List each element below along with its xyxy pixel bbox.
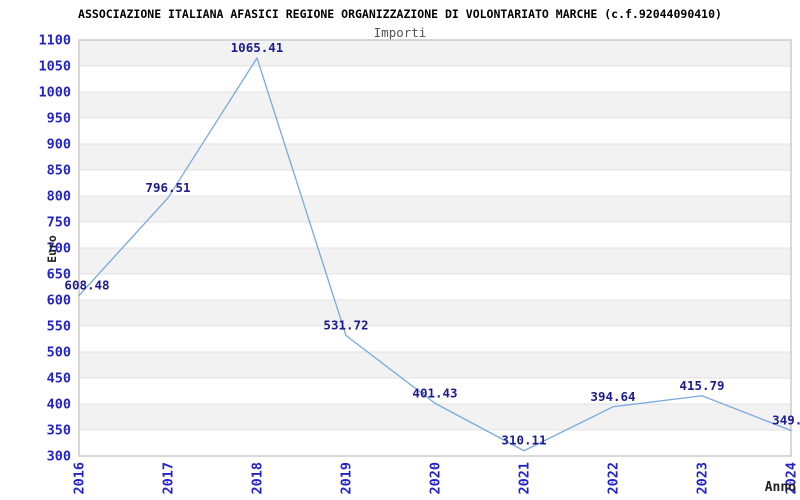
data-point-label: 531.72 bbox=[323, 318, 368, 333]
grid-band bbox=[79, 352, 791, 378]
data-point-label: 415.79 bbox=[679, 378, 724, 393]
grid-band bbox=[79, 66, 791, 92]
grid-band bbox=[79, 430, 791, 456]
grid-band bbox=[79, 300, 791, 326]
x-tick-label: 2021 bbox=[517, 462, 533, 495]
grid-band bbox=[79, 248, 791, 274]
y-tick-label: 300 bbox=[47, 449, 71, 465]
grid-band bbox=[79, 170, 791, 196]
y-tick-label: 650 bbox=[47, 267, 71, 283]
data-point-label: 349.0 bbox=[772, 413, 800, 428]
x-tick-label: 2020 bbox=[428, 462, 444, 495]
data-point-label: 796.51 bbox=[145, 180, 190, 195]
y-tick-label: 600 bbox=[47, 293, 71, 309]
y-tick-label: 450 bbox=[47, 371, 71, 387]
y-tick-label: 400 bbox=[47, 397, 71, 413]
grid-band bbox=[79, 144, 791, 170]
y-tick-label: 500 bbox=[47, 345, 71, 361]
y-tick-label: 950 bbox=[47, 111, 71, 127]
y-tick-label: 1000 bbox=[38, 85, 71, 101]
grid-band bbox=[79, 404, 791, 430]
grid-band bbox=[79, 222, 791, 248]
y-axis-title: Euro bbox=[45, 235, 59, 263]
data-point-label: 401.43 bbox=[412, 385, 457, 400]
y-tick-label: 800 bbox=[47, 189, 71, 205]
x-tick-label: 2018 bbox=[250, 462, 266, 495]
data-line bbox=[78, 57, 792, 452]
y-tick-label: 1050 bbox=[38, 59, 71, 75]
y-tick-label: 850 bbox=[47, 163, 71, 179]
grid-band bbox=[79, 274, 791, 300]
chart-title: ASSOCIAZIONE ITALIANA AFASICI REGIONE OR… bbox=[78, 7, 722, 21]
y-tick-label: 1100 bbox=[38, 33, 71, 49]
plot-border bbox=[78, 39, 792, 457]
x-tick-label: 2017 bbox=[161, 462, 177, 495]
data-point-label: 1065.41 bbox=[231, 40, 284, 55]
grid-band bbox=[79, 196, 791, 222]
grid-band bbox=[79, 40, 791, 66]
x-tick-label: 2022 bbox=[606, 462, 622, 495]
x-tick-label: 2024 bbox=[784, 462, 800, 495]
x-tick-label: 2019 bbox=[339, 462, 355, 495]
x-tick-label: 2016 bbox=[72, 462, 88, 495]
data-point-label: 310.11 bbox=[501, 433, 546, 448]
x-tick-label: 2023 bbox=[695, 462, 711, 495]
data-point-label: 608.48 bbox=[64, 278, 109, 293]
grid-band bbox=[79, 326, 791, 352]
y-tick-label: 350 bbox=[47, 423, 71, 439]
y-tick-label: 550 bbox=[47, 319, 71, 335]
y-tick-label: 700 bbox=[47, 241, 71, 257]
data-point-label: 394.64 bbox=[590, 389, 635, 404]
grid-band bbox=[79, 92, 791, 118]
grid-band bbox=[79, 118, 791, 144]
chart-subtitle: Importi bbox=[373, 25, 427, 40]
x-axis-title: Anno bbox=[764, 480, 796, 495]
y-tick-label: 750 bbox=[47, 215, 71, 231]
y-tick-label: 900 bbox=[47, 137, 71, 153]
